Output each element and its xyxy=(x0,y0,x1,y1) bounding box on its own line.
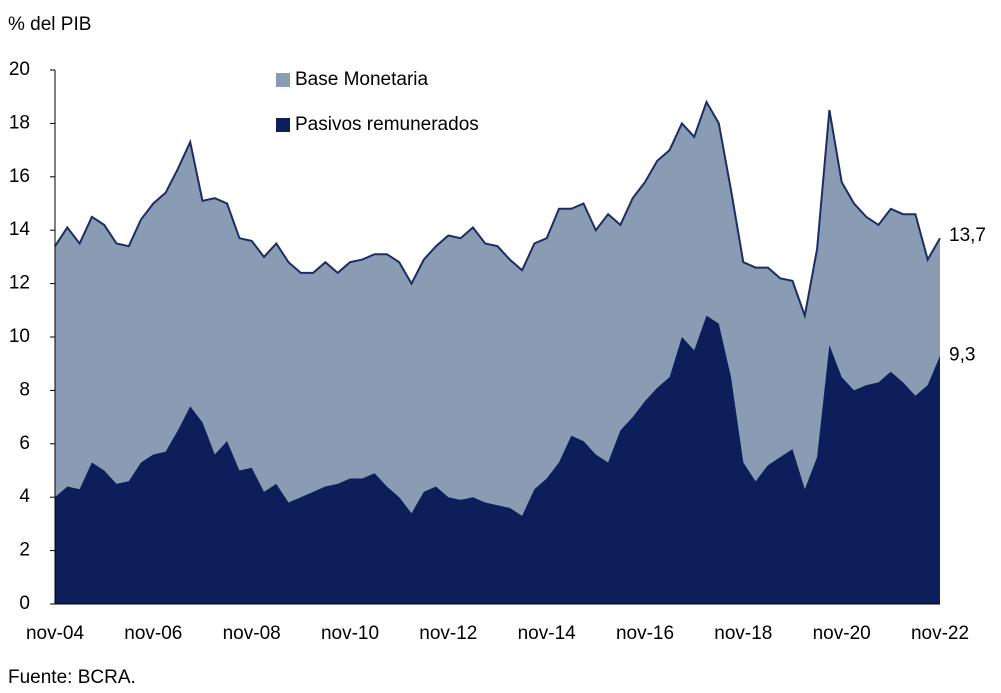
x-tick-label: nov-22 xyxy=(911,623,969,644)
y-tick-label: 12 xyxy=(9,273,30,294)
x-tick-label: nov-14 xyxy=(518,623,577,644)
x-tick-label: nov-06 xyxy=(124,623,182,644)
x-tick-label: nov-20 xyxy=(813,623,871,644)
y-tick-label: 14 xyxy=(9,219,31,240)
y-axis-label: % del PIB xyxy=(8,14,91,35)
x-tick-label: nov-10 xyxy=(321,623,379,644)
legend-swatch xyxy=(276,73,290,87)
x-tick-label: nov-12 xyxy=(419,623,477,644)
x-tick-label: nov-18 xyxy=(714,623,772,644)
y-tick-label: 20 xyxy=(9,59,30,80)
x-tick-label: nov-08 xyxy=(223,623,281,644)
y-tick-label: 6 xyxy=(19,433,30,454)
y-tick-label: 8 xyxy=(19,379,30,400)
area xyxy=(55,315,940,604)
legend-label: Base Monetaria xyxy=(295,69,429,90)
y-tick-label: 18 xyxy=(9,112,30,133)
legend-swatch xyxy=(276,118,290,132)
y-tick-label: 10 xyxy=(9,326,30,347)
legend-label: Pasivos remunerados xyxy=(295,114,479,135)
end-label: 9,3 xyxy=(949,345,975,366)
source: Fuente: BCRA. xyxy=(8,667,136,688)
end-label: 13,7 xyxy=(949,225,986,246)
y-tick-label: 16 xyxy=(9,166,30,187)
y-tick-label: 4 xyxy=(19,486,30,507)
x-tick-label: nov-04 xyxy=(26,623,85,644)
y-tick-label: 2 xyxy=(19,540,30,561)
area-outline xyxy=(54,99,941,320)
x-tick-label: nov-16 xyxy=(616,623,674,644)
y-tick-label: 0 xyxy=(19,593,30,614)
